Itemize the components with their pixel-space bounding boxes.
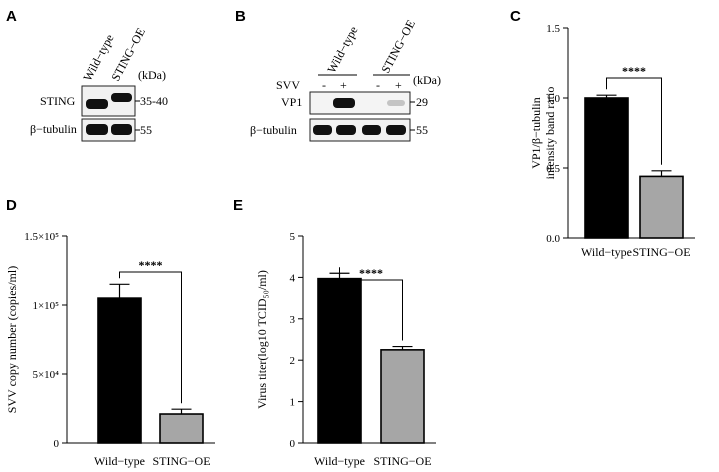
significance-marker: ****: [622, 64, 646, 78]
y-tick-label: 0.0: [546, 233, 560, 245]
blot-band: [387, 100, 405, 106]
y-tick-label: 1: [290, 397, 296, 409]
y-tick-label: 1.5×10⁵: [24, 231, 59, 243]
y-tick-label: 1.0: [546, 93, 560, 105]
panel-a-blot: Wild−type STING−OE (kDa) STING 35-40 β−t…: [30, 26, 168, 142]
bar: [639, 175, 684, 239]
blot-band: [86, 124, 108, 135]
svv-label: SVV: [276, 78, 300, 92]
blot-membrane: [309, 91, 411, 115]
y-tick-label: 1.5: [546, 23, 560, 35]
mw-label-sting: 35-40: [140, 94, 168, 108]
bar: [380, 349, 425, 444]
panel-b-blot: Wild−type STING−OE (kDa) SVV - + - + VP1…: [250, 18, 441, 142]
row-label-sting: STING: [40, 94, 76, 108]
bar: [584, 97, 629, 239]
significance-marker: ****: [359, 266, 383, 280]
svv-sign: +: [395, 78, 402, 92]
group-label-wild-type: Wild−type: [324, 24, 360, 76]
blot-band: [336, 125, 356, 135]
y-tick-label: 5: [290, 231, 296, 243]
y-tick-label: 3: [290, 314, 296, 326]
blot-band: [86, 99, 108, 109]
category-label: Wild−type: [581, 245, 632, 259]
row-label-vp1: VP1: [281, 95, 302, 109]
y-tick-label: 0: [290, 438, 296, 450]
y-axis-label: Virus titer(log10 TCID₅₀/ml): [255, 270, 269, 409]
panel-letter-d: D: [6, 197, 17, 214]
mw-label-vp1: 29: [416, 95, 428, 109]
significance-marker: ****: [139, 258, 163, 272]
y-tick-label: 0.5: [546, 163, 560, 175]
row-label-beta-tubulin: β−tubulin: [30, 122, 77, 136]
y-axis-label: intensity band ratio: [543, 87, 557, 180]
kda-unit-label: (kDa): [413, 73, 441, 87]
kda-unit-label: (kDa): [138, 68, 166, 82]
panel-letter-a: A: [6, 8, 17, 25]
blot-band: [111, 93, 132, 102]
category-label: STING−OE: [152, 454, 210, 468]
y-axis-label: VP1/β−tubulin: [529, 97, 543, 169]
y-tick-label: 0: [54, 438, 60, 450]
mw-label-beta-tubulin: 55: [416, 123, 428, 137]
significance-bracket: [606, 77, 662, 165]
chart-panel-e: 0 1 2 3 4 5 Virus titer(log10 TCID₅₀/ml) Wild−t…: [255, 231, 436, 468]
y-axis-label: SVV copy number (copies/ml): [5, 266, 19, 413]
blot-band: [362, 125, 381, 135]
svv-sign: +: [340, 78, 347, 92]
category-label: STING−OE: [632, 245, 690, 259]
panel-letter-e: E: [233, 197, 243, 214]
svv-sign: -: [322, 78, 326, 92]
y-tick-label: 2: [290, 355, 296, 367]
blot-band: [313, 125, 332, 135]
category-label: STING−OE: [373, 454, 431, 468]
significance-bracket: [339, 267, 403, 341]
y-tick-label: 1×10⁵: [32, 300, 59, 312]
bar: [317, 277, 362, 444]
chart-panel-d: 0 5×10⁴ 1×10⁵ 1.5×10⁵ SVV copy number (copie…: [5, 231, 215, 468]
category-label: Wild−type: [94, 454, 145, 468]
panel-letter-c: C: [510, 8, 521, 25]
bar: [159, 413, 204, 444]
chart-panel-c: 0.0 0.5 1.0 1.5 VP1/β−tubulin intensity band …: [529, 23, 695, 259]
blot-band: [386, 125, 406, 135]
blot-band: [111, 124, 132, 135]
bar: [97, 297, 142, 444]
y-tick-label: 4: [290, 272, 296, 284]
panel-letter-b: B: [235, 8, 246, 25]
significance-bracket: [119, 271, 182, 404]
category-label: Wild−type: [314, 454, 365, 468]
blot-band: [333, 98, 355, 108]
mw-label-beta-tubulin: 55: [140, 123, 152, 137]
row-label-beta-tubulin: β−tubulin: [250, 123, 297, 137]
y-tick-label: 5×10⁴: [32, 369, 59, 381]
group-label-sting-oe: STING−OE: [378, 18, 418, 76]
svv-sign: -: [376, 78, 380, 92]
